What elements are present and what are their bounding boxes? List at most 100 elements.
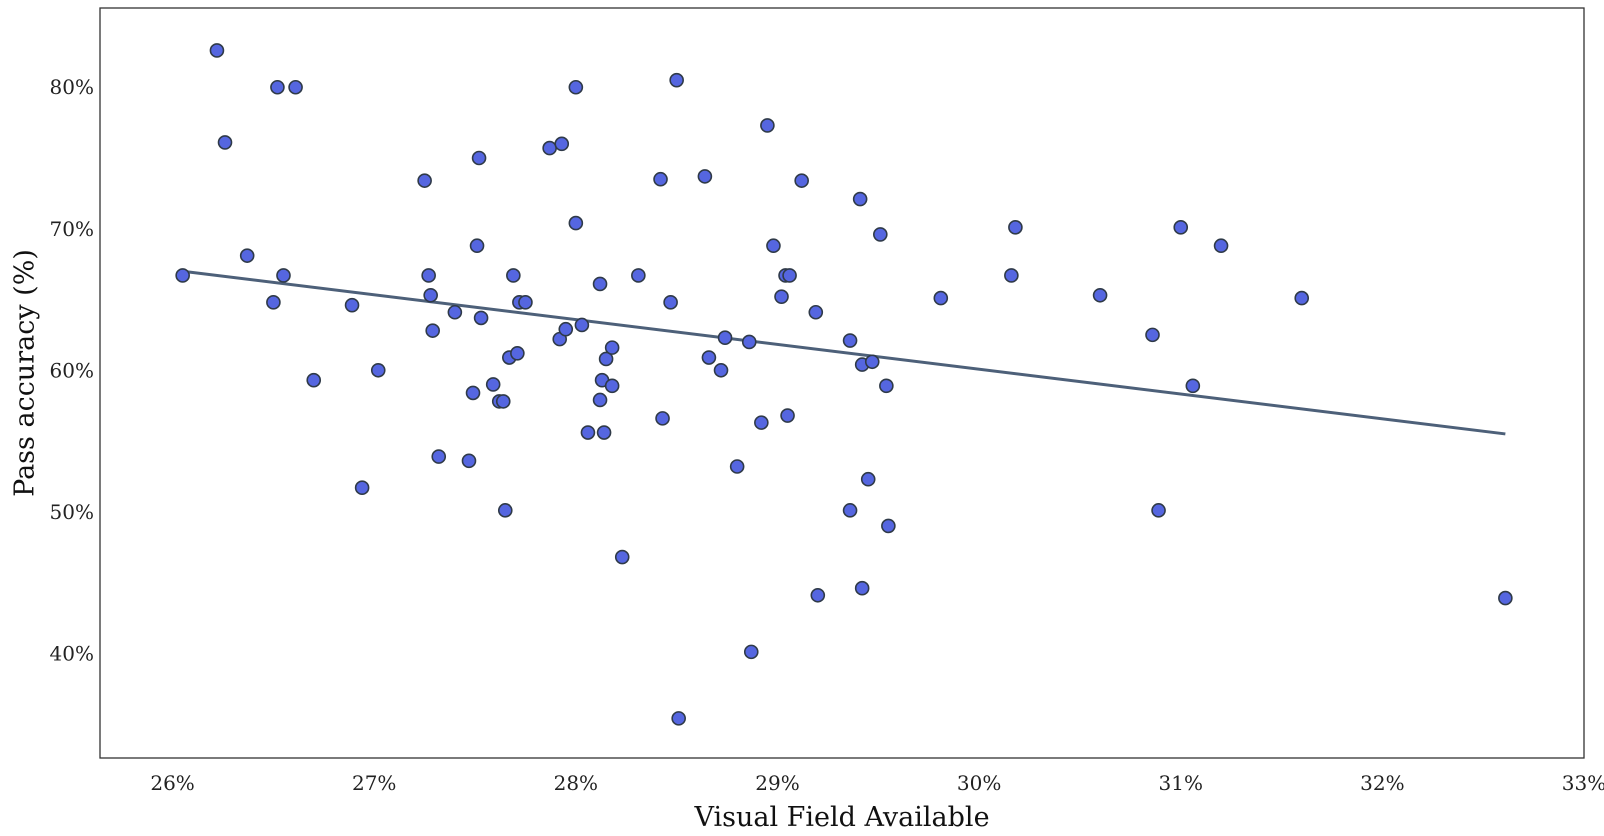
data-point	[808, 304, 824, 320]
data-point	[266, 295, 281, 310]
y-axis-title: Pass accuracy (%)	[10, 249, 41, 497]
x-tick-label: 30%	[957, 771, 1001, 795]
data-point	[760, 118, 775, 133]
data-point	[495, 394, 511, 409]
x-tick-label: 26%	[150, 771, 194, 795]
data-point	[842, 333, 858, 348]
y-tick-label: 40%	[50, 641, 94, 665]
data-point	[741, 334, 757, 350]
data-point	[774, 289, 789, 304]
data-point	[558, 321, 574, 337]
data-point	[653, 171, 668, 187]
data-point	[1185, 378, 1201, 394]
data-point	[614, 549, 630, 565]
plot-frame	[99, 7, 1585, 759]
data-point	[852, 191, 868, 207]
data-point	[580, 425, 596, 440]
x-tick-label: 27%	[352, 771, 396, 795]
data-point	[485, 377, 501, 392]
data-point	[518, 295, 533, 310]
data-point	[669, 72, 684, 88]
data-point	[469, 238, 485, 254]
x-tick-label: 31%	[1159, 771, 1203, 795]
data-point	[766, 238, 781, 254]
data-point	[592, 276, 608, 292]
y-tick-label: 50%	[50, 500, 94, 524]
data-point	[864, 354, 880, 370]
data-point	[574, 317, 590, 333]
data-point	[717, 330, 733, 346]
data-point	[879, 378, 894, 394]
data-point	[873, 227, 888, 242]
y-tick-label: 80%	[50, 75, 94, 99]
data-point	[860, 471, 876, 487]
data-point	[1213, 238, 1229, 254]
data-point	[780, 408, 795, 423]
data-point	[473, 310, 489, 326]
data-point	[701, 350, 717, 365]
data-point	[447, 304, 463, 320]
data-point	[239, 248, 255, 263]
y-tick-label: 60%	[50, 358, 94, 382]
data-point	[782, 268, 797, 283]
data-point	[592, 392, 608, 408]
data-point	[471, 150, 487, 166]
data-point	[631, 268, 646, 283]
data-point	[306, 372, 322, 388]
data-point	[794, 173, 809, 188]
data-point	[209, 43, 225, 58]
data-point	[568, 79, 584, 95]
data-point	[431, 449, 447, 464]
data-point	[854, 580, 870, 596]
data-point	[217, 135, 233, 150]
data-point	[596, 425, 612, 440]
data-point	[425, 323, 440, 338]
x-tick-labels: 26% 27% 28% 29% 30% 31% 32% 33%	[150, 771, 1604, 795]
data-point	[663, 295, 678, 310]
x-tick-label: 33%	[1562, 771, 1604, 795]
data-point	[288, 79, 303, 95]
data-point	[510, 345, 525, 361]
trend-line	[182, 269, 1506, 436]
data-point	[1498, 590, 1513, 606]
y-tick-labels: 40% 50% 60% 70% 80%	[50, 75, 94, 665]
data-point	[568, 215, 584, 231]
data-point	[270, 79, 285, 95]
data-point	[598, 351, 614, 367]
data-point	[743, 644, 759, 660]
data-point	[671, 711, 686, 726]
data-point	[604, 378, 620, 394]
data-point	[729, 459, 745, 474]
data-point	[1145, 327, 1160, 343]
x-tick-label: 28%	[554, 771, 598, 795]
y-tick-label: 70%	[50, 217, 94, 241]
data-point	[276, 268, 291, 283]
data-point	[1294, 290, 1310, 306]
data-point	[423, 287, 438, 303]
data-point	[1151, 503, 1166, 518]
data-point	[465, 385, 481, 401]
data-points	[175, 43, 1513, 726]
data-point	[554, 136, 570, 152]
data-point	[810, 587, 826, 603]
data-point	[354, 480, 370, 496]
data-point	[842, 503, 858, 518]
data-point	[697, 169, 713, 184]
data-point	[175, 268, 190, 283]
data-point	[713, 362, 729, 378]
data-point	[421, 268, 436, 283]
x-tick-label: 29%	[755, 771, 799, 795]
data-point	[417, 173, 432, 188]
data-point	[370, 362, 386, 378]
x-axis-title: Visual Field Available	[693, 802, 989, 833]
data-point	[1008, 220, 1023, 235]
data-point	[461, 453, 477, 469]
data-point	[933, 290, 949, 306]
x-tick-label: 32%	[1360, 771, 1404, 795]
data-point	[604, 340, 620, 355]
data-point	[506, 268, 521, 283]
data-point	[881, 518, 896, 534]
data-point	[1004, 268, 1019, 283]
data-point	[344, 297, 360, 313]
